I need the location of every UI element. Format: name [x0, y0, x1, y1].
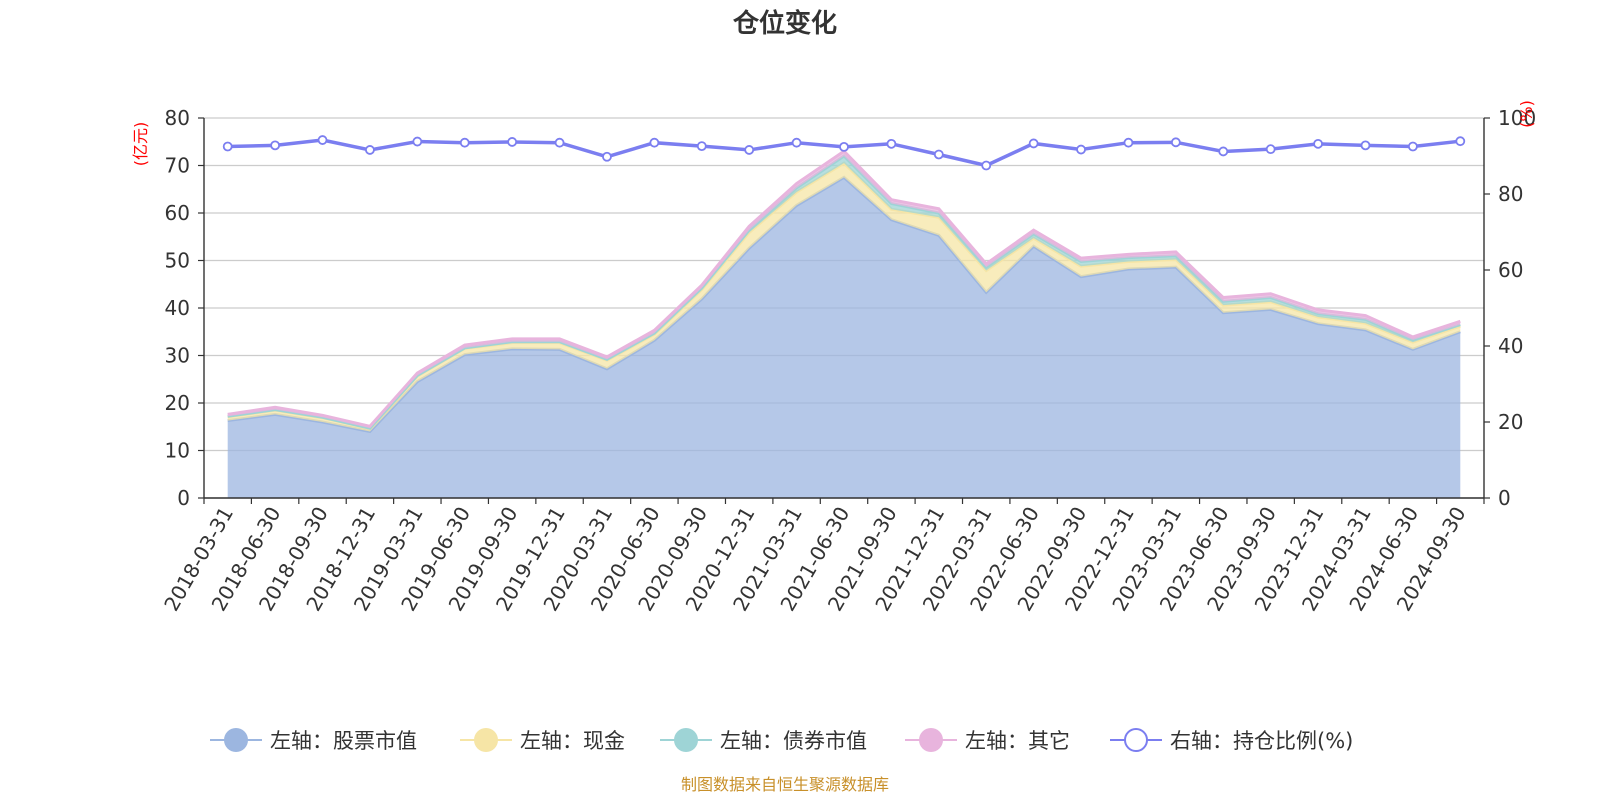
ratio-point	[1218, 146, 1229, 157]
ratio-point	[1265, 144, 1276, 155]
legend-item[interactable]: 右轴：持仓比例(%)	[1110, 728, 1353, 753]
right-tick-label: 100	[1498, 106, 1536, 130]
legend-item[interactable]: 左轴：债券市值	[660, 728, 867, 753]
legend-label: 左轴：现金	[520, 729, 625, 753]
legend-label: 左轴：股票市值	[270, 729, 417, 753]
left-tick-label: 60	[165, 201, 190, 225]
ratio-point	[602, 151, 612, 162]
legend-item[interactable]: 左轴：其它	[905, 728, 1070, 753]
right-tick-label: 60	[1498, 258, 1523, 282]
legend-hollow-circle-icon	[1124, 728, 1148, 752]
left-tick-label: 10	[165, 439, 190, 463]
legend-item[interactable]: 左轴：股票市值	[210, 728, 417, 753]
ratio-point	[1407, 141, 1418, 152]
ratio-point	[696, 141, 707, 152]
legend-label: 右轴：持仓比例(%)	[1170, 729, 1353, 753]
ratio-point	[1170, 137, 1181, 148]
ratio-point	[839, 141, 849, 152]
left-tick-label: 50	[165, 249, 190, 273]
right-tick-label: 20	[1498, 410, 1523, 434]
right-tick-label: 0	[1498, 486, 1511, 510]
legend-filled-circle-icon	[474, 728, 498, 752]
ratio-point	[1455, 136, 1466, 147]
ratio-point	[649, 137, 660, 148]
legend-label: 左轴：其它	[965, 729, 1070, 753]
area-stock	[227, 177, 1461, 498]
left-tick-label: 0	[177, 486, 190, 510]
legend-label: 左轴：债券市值	[720, 729, 867, 753]
ratio-point	[317, 135, 328, 145]
ratio-point	[270, 140, 281, 151]
left-tick-label: 80	[165, 106, 190, 130]
ratio-point	[1123, 137, 1134, 148]
ratio-point	[744, 145, 755, 155]
ratio-point	[222, 141, 233, 152]
footer-source: 制图数据来自恒生聚源数据库	[681, 775, 889, 794]
ratio-point	[412, 136, 423, 147]
chart-title: 仓位变化	[732, 8, 837, 39]
legend-item[interactable]: 左轴：现金	[460, 728, 625, 753]
ratio-point	[507, 137, 518, 147]
legend: 左轴：股票市值 左轴：现金 左轴：债券市值 左轴：其它 右轴：持仓比例(%)	[210, 728, 1353, 753]
ratio-point	[1313, 138, 1323, 149]
area-layer	[227, 149, 1461, 498]
right-tick-label: 80	[1498, 182, 1523, 206]
ratio-point	[1028, 138, 1039, 149]
left-tick-label: 40	[165, 296, 190, 320]
ratio-point	[365, 145, 375, 155]
left-tick-label: 30	[165, 344, 190, 368]
ratio-point	[1076, 144, 1086, 155]
ratio-point	[1360, 140, 1371, 151]
ratio-point	[933, 149, 944, 160]
legend-filled-circle-icon	[224, 728, 248, 752]
left-tick-label: 20	[165, 391, 190, 415]
ratio-point	[459, 137, 470, 148]
ratio-point	[554, 137, 565, 148]
right-tick-label: 40	[1498, 334, 1523, 358]
ratio-point	[791, 137, 802, 148]
legend-filled-circle-icon	[674, 728, 698, 752]
ratio-layer	[222, 135, 1466, 171]
right-axis-unit: (%)	[1517, 100, 1536, 128]
legend-filled-circle-icon	[919, 728, 943, 752]
ratio-point	[886, 138, 897, 149]
left-axis-unit: (亿元)	[131, 122, 150, 167]
left-tick-label: 70	[165, 154, 190, 178]
ratio-point	[981, 160, 992, 171]
